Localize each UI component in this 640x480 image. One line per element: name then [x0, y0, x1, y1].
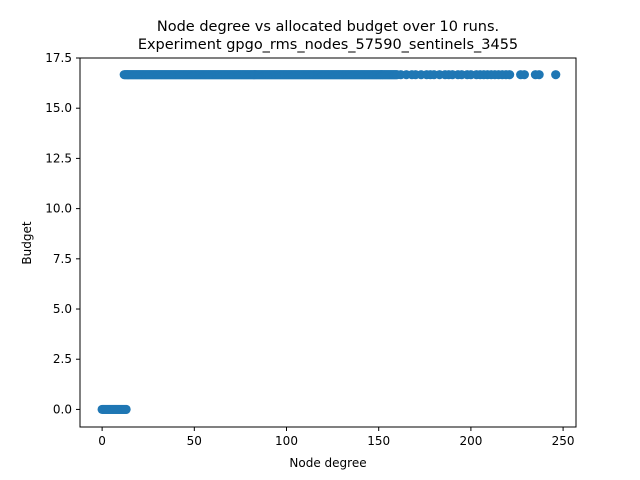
data-point: [519, 70, 529, 80]
y-axis-label: Budget: [20, 221, 34, 264]
chart-title-line-1: Node degree vs allocated budget over 10 …: [157, 19, 499, 35]
x-tick-label: 150: [367, 434, 390, 448]
x-axis-label: Node degree: [289, 456, 366, 470]
plot-frame: [79, 57, 577, 428]
y-tick-label: 17.5: [45, 51, 72, 65]
data-point: [505, 70, 515, 80]
y-tick-label: 7.5: [53, 252, 72, 266]
y-tick-label: 15.0: [45, 101, 72, 115]
x-tick-label: 100: [275, 434, 298, 448]
chart-title-line-2: Experiment gpgo_rms_nodes_57590_sentinel…: [138, 37, 518, 53]
data-point: [534, 70, 544, 80]
x-tick-label: 50: [187, 434, 202, 448]
x-tick-label: 250: [552, 434, 575, 448]
y-tick-label: 5.0: [53, 302, 72, 316]
x-tick-label: 0: [98, 434, 106, 448]
x-tick-label: 200: [459, 434, 482, 448]
y-tick-label: 0.0: [53, 402, 72, 416]
y-axis-ticks: 0.0 2.5 5.0 7.5 10.0 12.5 15.0 17.5: [45, 51, 80, 416]
data-point: [121, 404, 131, 415]
y-tick-label: 2.5: [53, 352, 72, 366]
data-point: [551, 70, 561, 80]
y-tick-label: 12.5: [45, 151, 72, 165]
data-points: [97, 70, 561, 415]
y-tick-label: 10.0: [45, 202, 72, 216]
x-axis-ticks: 0 50 100 150 200 250: [98, 427, 575, 448]
